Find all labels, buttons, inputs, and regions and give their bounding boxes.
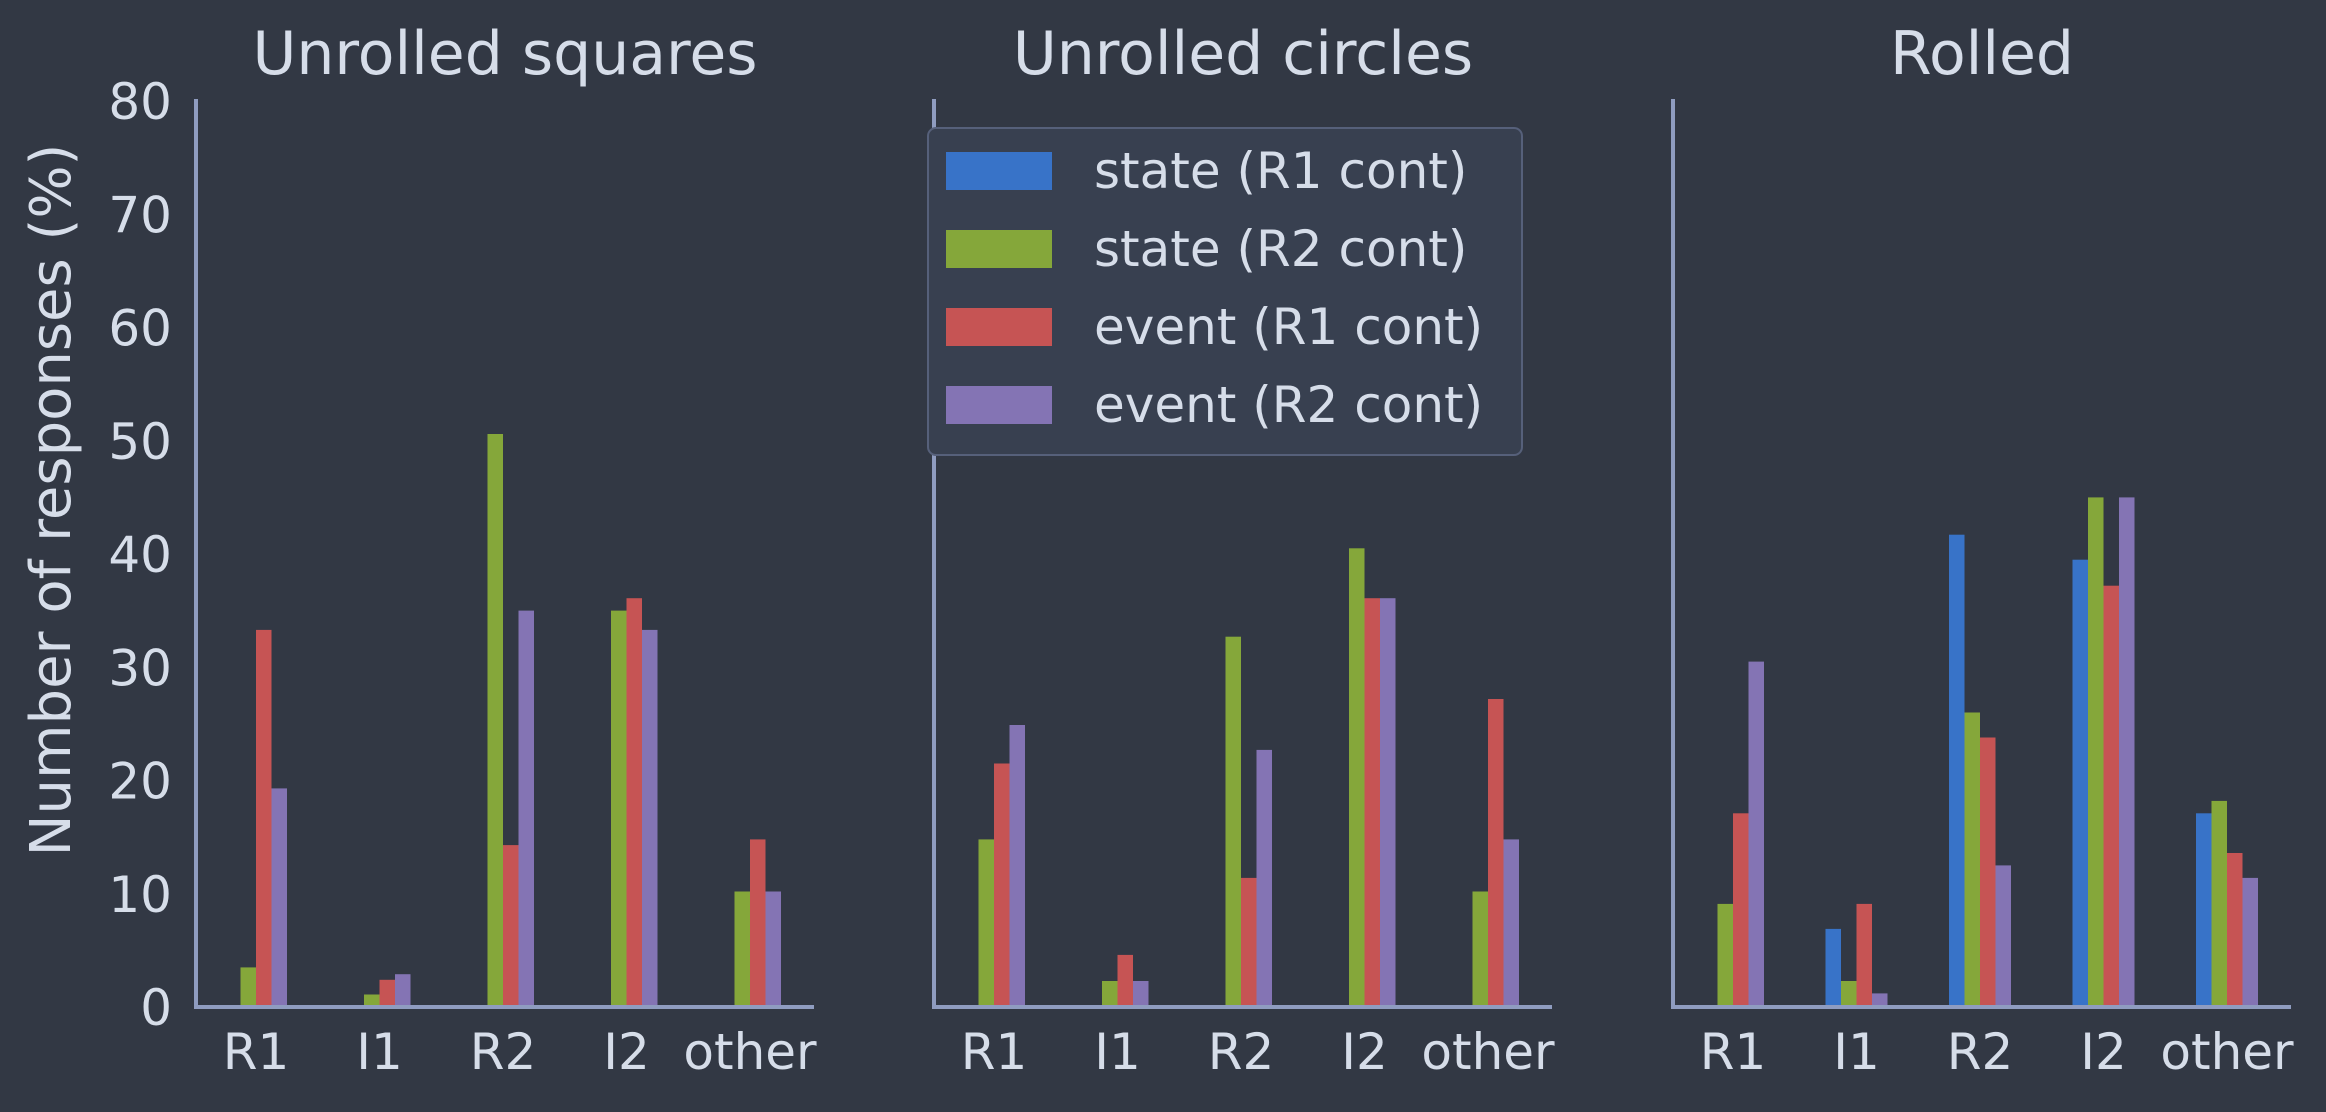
bar-i2-series-2 (611, 610, 627, 1007)
legend-label: event (R2 cont) (1094, 376, 1483, 434)
bar-r1-series-2 (240, 967, 256, 1007)
x-tick-label: R1 (1700, 1023, 1767, 1081)
y-tick-label: 20 (108, 753, 172, 811)
legend-label: state (R2 cont) (1094, 220, 1467, 278)
bar-i1-series-3 (1117, 954, 1133, 1007)
bar-r1-series-3 (1733, 813, 1749, 1007)
bar-r2-series-1 (1949, 534, 1965, 1007)
bar-other-series-4 (2242, 877, 2258, 1007)
bar-r2-series-4 (518, 610, 534, 1007)
bar-r1-series-3 (994, 763, 1010, 1007)
y-tick-label: 10 (108, 866, 172, 924)
bar-r2-series-4 (1256, 749, 1272, 1007)
bar-i1-series-4 (1872, 993, 1888, 1007)
y-tick-label: 60 (108, 300, 172, 358)
bar-i2-series-2 (2088, 497, 2104, 1007)
x-tick-label: I1 (1833, 1023, 1880, 1081)
bar-other-series-3 (1488, 699, 1504, 1007)
bar-r1-series-2 (978, 839, 994, 1007)
y-tick-label: 50 (108, 413, 172, 471)
bar-other-series-4 (765, 891, 781, 1007)
bar-i1-series-2 (1841, 981, 1857, 1007)
bar-other-series-3 (2227, 853, 2243, 1007)
bar-r1-series-3 (256, 629, 272, 1007)
bar-i2-series-1 (2072, 559, 2088, 1007)
panel-title: Rolled (1890, 19, 2074, 89)
bar-r1-series-2 (1717, 903, 1733, 1007)
y-tick-label: 0 (140, 979, 172, 1037)
x-tick-label: R2 (1208, 1023, 1275, 1081)
y-axis: 0 10 20 30 40 50 60 70 80 (108, 73, 172, 1037)
bar-i2-series-4 (1380, 598, 1396, 1007)
bar-other-series-2 (734, 891, 750, 1007)
x-tick-label: I2 (603, 1023, 650, 1081)
legend-swatch (946, 152, 1052, 190)
bar-i1-series-2 (364, 994, 380, 1007)
bar-i2-series-4 (2119, 497, 2135, 1007)
y-tick-label: 40 (108, 526, 172, 584)
y-axis-label: Number of responses (%) (19, 144, 84, 857)
legend-swatch (946, 230, 1052, 268)
y-tick-label: 70 (108, 186, 172, 244)
x-tick-label: I2 (2080, 1023, 2127, 1081)
bar-r2-series-2 (487, 434, 503, 1007)
panel-title: Unrolled circles (1013, 19, 1473, 89)
bar-i2-series-2 (1349, 548, 1365, 1007)
legend-label: state (R1 cont) (1094, 142, 1467, 200)
bar-r2-series-3 (1980, 737, 1996, 1007)
bar-r2-series-2 (1964, 712, 1980, 1007)
y-tick-label: 80 (108, 73, 172, 131)
bar-i2-series-3 (2103, 585, 2119, 1007)
x-tick-label: I2 (1341, 1023, 1388, 1081)
bar-r1-series-4 (1748, 661, 1764, 1007)
bar-i2-series-3 (1364, 598, 1380, 1007)
panel-3: Rolled R1 I1 R2 I2 other (1671, 19, 2294, 1081)
legend-label: event (R1 cont) (1094, 298, 1483, 356)
bar-r2-series-3 (1241, 877, 1257, 1007)
x-tick-label: R1 (961, 1023, 1028, 1081)
bar-i1-series-3 (379, 979, 395, 1007)
x-tick-label: R2 (470, 1023, 537, 1081)
legend-swatch (946, 308, 1052, 346)
x-tick-label: other (1421, 1023, 1555, 1081)
bar-r2-series-4 (1995, 865, 2011, 1007)
bar-r1-series-4 (271, 788, 287, 1007)
legend-swatch (946, 386, 1052, 424)
panel-title: Unrolled squares (252, 19, 757, 89)
bar-i1-series-4 (1133, 981, 1149, 1007)
legend-box (927, 127, 1523, 456)
bar-other-series-3 (750, 839, 766, 1007)
y-tick-label: 30 (108, 639, 172, 697)
bar-i1-series-3 (1856, 903, 1872, 1007)
bar-i1-series-2 (1102, 981, 1118, 1007)
bar-other-series-2 (1472, 891, 1488, 1007)
x-tick-label: R1 (223, 1023, 290, 1081)
chart-legend: state (R1 cont) state (R2 cont) event (R1 … (927, 127, 1523, 456)
bar-i1-series-1 (1825, 928, 1841, 1007)
x-tick-label: I1 (356, 1023, 403, 1081)
bar-r1-series-4 (1009, 725, 1025, 1007)
x-tick-label: I1 (1094, 1023, 1141, 1081)
x-tick-label: other (683, 1023, 817, 1081)
bar-i2-series-4 (642, 629, 658, 1007)
panel-2: Unrolled circles R1 I1 R2 I2 other (932, 19, 1555, 1081)
panel-1: Unrolled squares R1 I1 R2 I2 other (194, 19, 817, 1081)
bar-i2-series-3 (626, 598, 642, 1007)
bar-other-series-1 (2196, 813, 2212, 1007)
bar-r2-series-2 (1225, 636, 1241, 1007)
bar-r2-series-3 (503, 845, 519, 1007)
x-tick-label: R2 (1947, 1023, 2014, 1081)
x-tick-label: other (2160, 1023, 2294, 1081)
bar-other-series-4 (1503, 839, 1519, 1007)
bar-i1-series-4 (395, 974, 411, 1007)
bar-other-series-2 (2211, 800, 2227, 1007)
